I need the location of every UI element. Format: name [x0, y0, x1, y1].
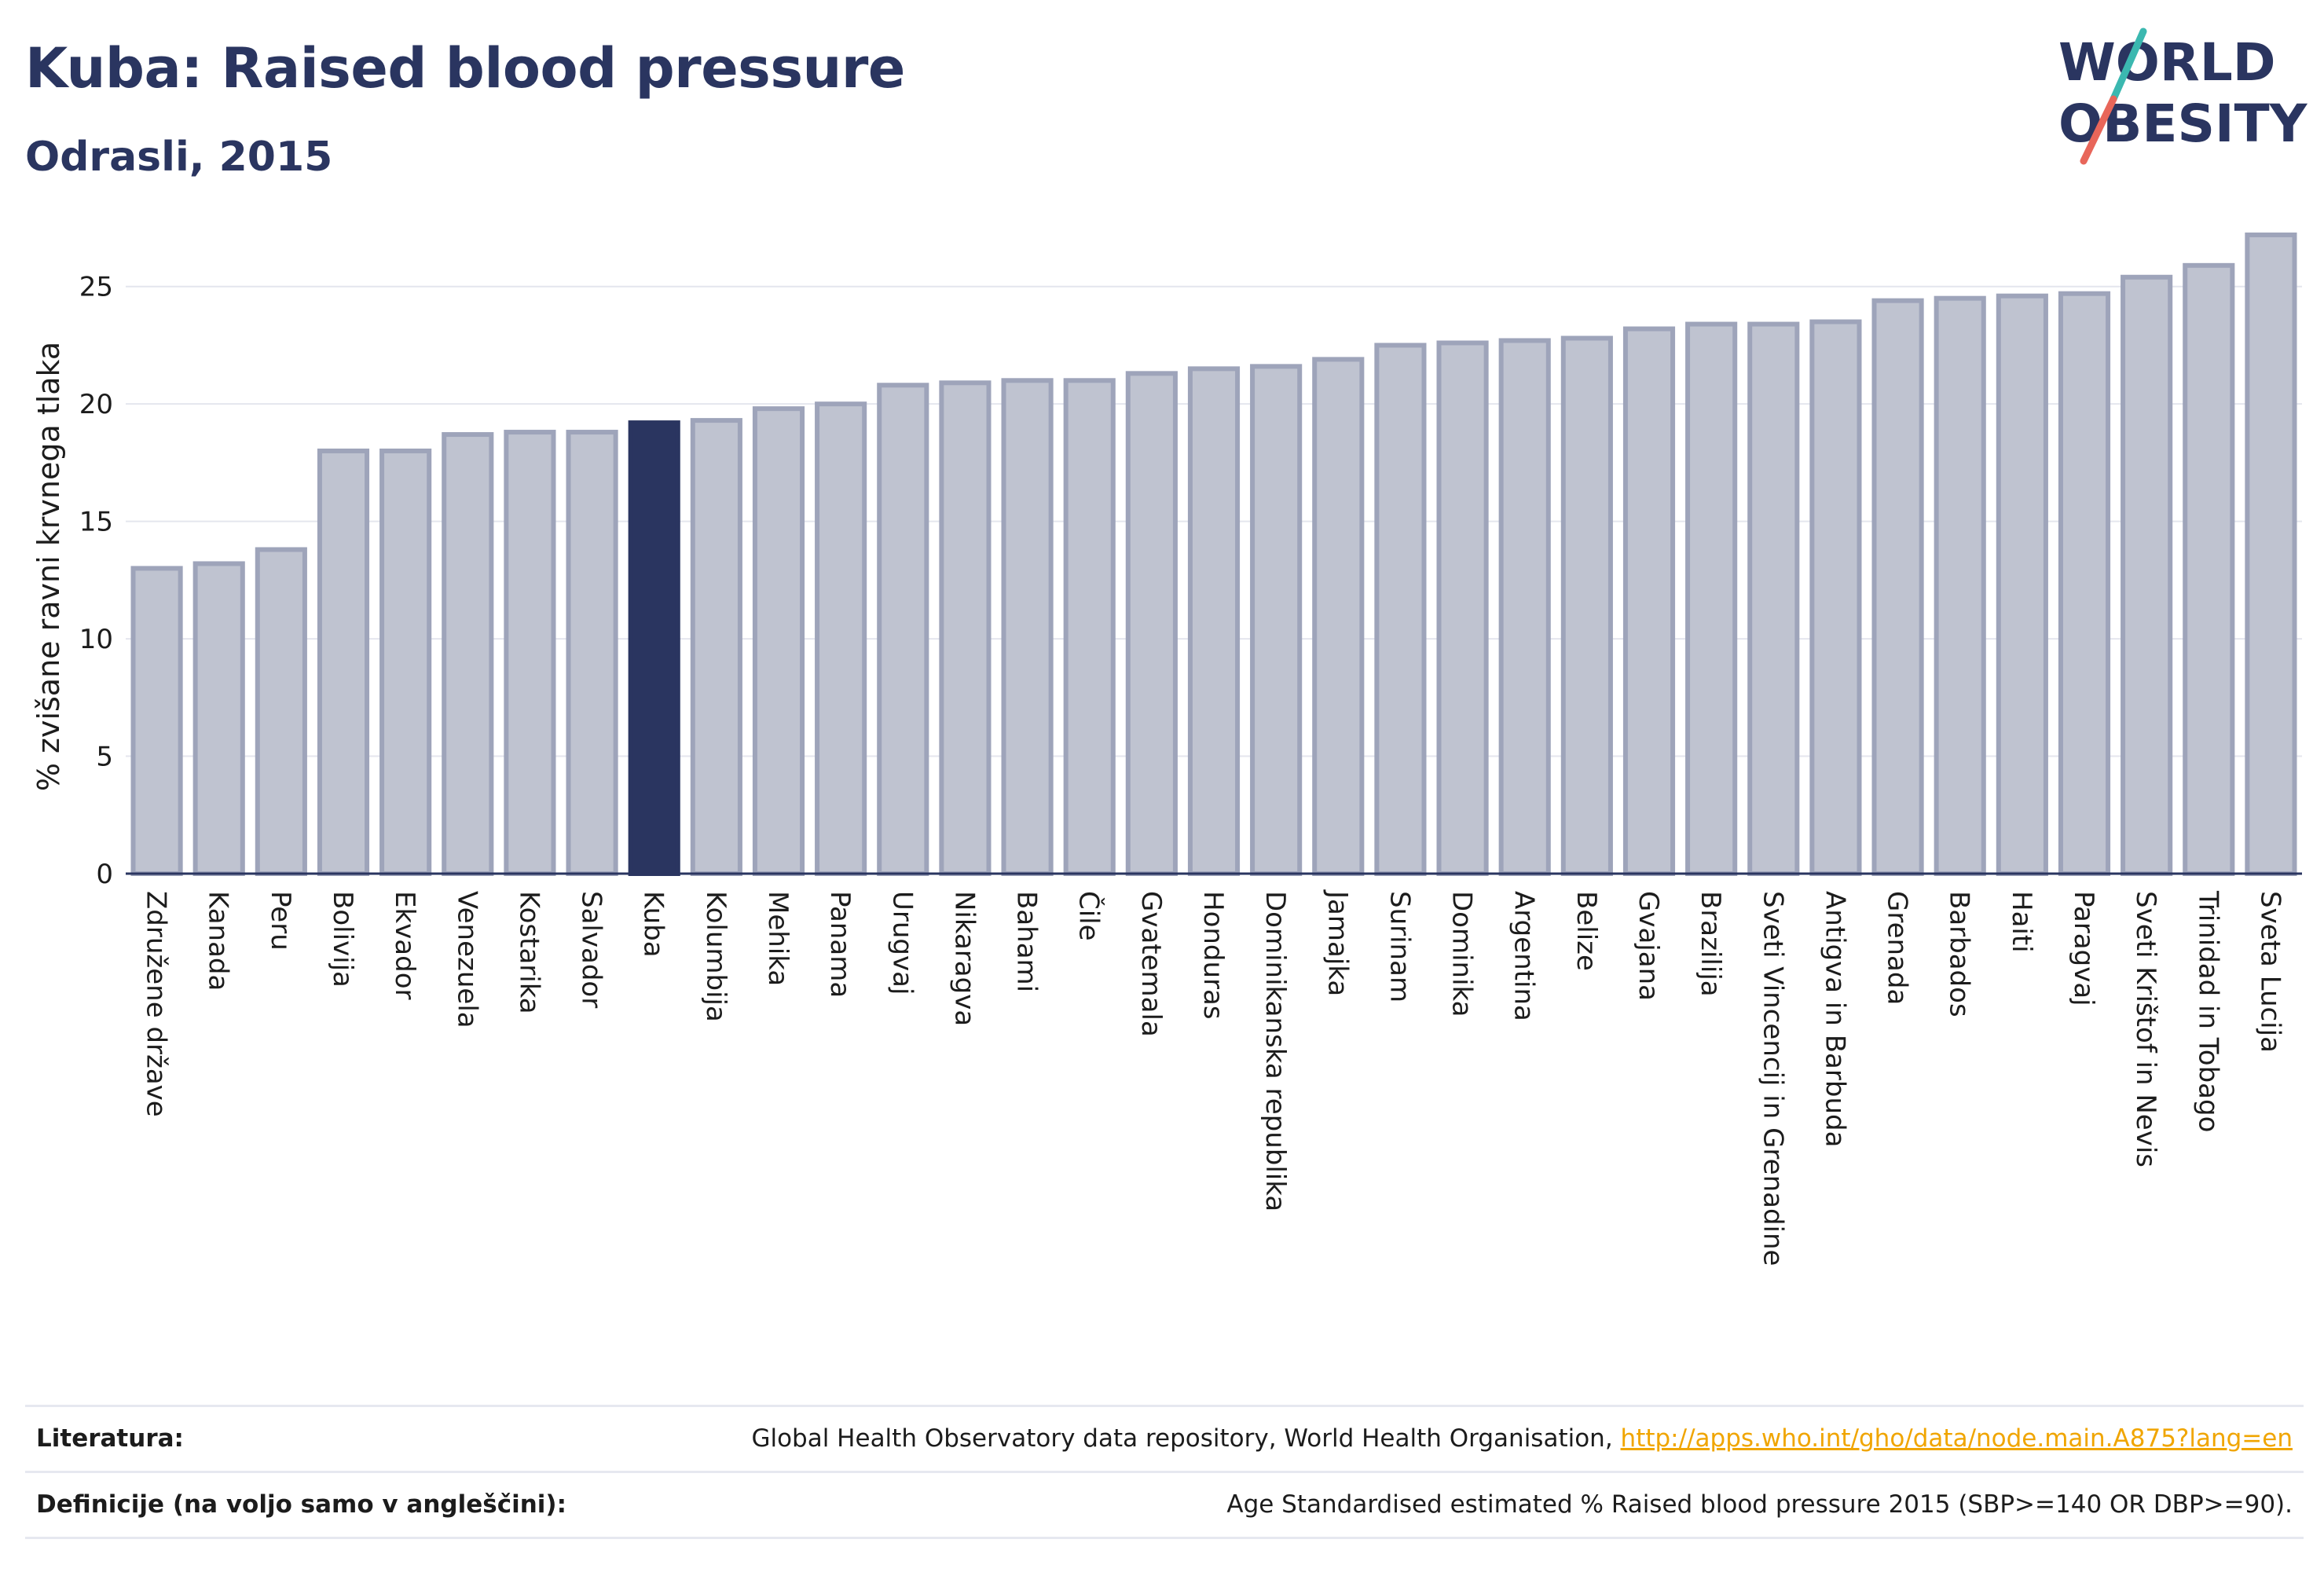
bar-kuba: [628, 420, 680, 876]
literature-label: Literatura:: [36, 1424, 184, 1453]
x-tick-label: Dominikanska republika: [1259, 891, 1291, 1211]
x-tick-label: Sveti Vincencij in Grenadine: [1757, 891, 1788, 1266]
bar-kolumbija: [690, 418, 742, 876]
bar-sveti-krištof-in-nevis: [2121, 274, 2173, 876]
x-tick-label: Nikaragva: [948, 891, 980, 1026]
bar-združene-države: [130, 566, 183, 876]
bar-peru: [255, 547, 307, 876]
y-tick-label: 25: [79, 272, 113, 303]
x-tick-label: Brazilija: [1695, 891, 1726, 997]
bars: [130, 232, 2297, 877]
x-tick-label: Barbados: [1944, 891, 1975, 1017]
bar-surinam: [1374, 343, 1427, 877]
bar-chart: 0 5 10 15 20 25 Združene države Kanada Peru Boli…: [31, 232, 2302, 1266]
x-tick-label: Kuba: [638, 891, 669, 958]
page-subtitle: Odrasli, 2015: [25, 134, 333, 181]
bar-sveti-vincencij-in-grenadine: [1747, 321, 1800, 876]
literature-value: Global Health Observatory data repositor…: [751, 1424, 2304, 1453]
footer-divider: [25, 1537, 2304, 1539]
x-tick-label: Panama: [824, 891, 856, 998]
x-tick-label: Argentina: [1508, 891, 1540, 1021]
bar-ekvador: [379, 448, 432, 876]
bar-salvador: [566, 430, 618, 876]
bar-barbados: [1934, 295, 1986, 876]
bar-bahami: [1001, 378, 1054, 877]
y-tick-label: 15: [79, 507, 113, 538]
x-tick-label: Venezuela: [451, 891, 482, 1028]
x-tick-label: Gvajana: [1633, 891, 1664, 1001]
x-tick-label: Bolivija: [327, 891, 358, 988]
x-tick-label: Grenada: [1882, 891, 1913, 1005]
x-tick-label: Surinam: [1384, 891, 1415, 1002]
x-tick-label: Sveta Lucija: [2254, 891, 2286, 1053]
x-tick-label: Sveti Krištof in Nevis: [2130, 891, 2161, 1167]
x-tick-label: Združene države: [141, 891, 172, 1117]
x-tick-label: Trinidad in Tobago: [2192, 890, 2223, 1132]
bar-belize: [1560, 335, 1613, 877]
x-tick-label: Belize: [1571, 891, 1602, 971]
x-tick-label: Kostarika: [513, 891, 544, 1014]
bar-čile: [1063, 378, 1116, 877]
bar-gvatemala: [1125, 371, 1178, 877]
y-tick-labels: 0 5 10 15 20 25: [79, 272, 113, 890]
footer-literature-row: Literatura: Global Health Observatory da…: [25, 1405, 2304, 1470]
x-tick-label: Honduras: [1197, 891, 1229, 1020]
x-tick-label: Kanada: [203, 891, 234, 991]
bar-mehika: [752, 406, 805, 876]
bar-panama: [815, 401, 867, 876]
bar-jamajka: [1312, 357, 1365, 876]
bar-dominikanska-republika: [1250, 364, 1303, 876]
logo-slash-coral: [2080, 95, 2117, 165]
x-tick-label: Čile: [1073, 891, 1105, 941]
logo-text-world: WORLD: [2058, 32, 2276, 93]
bar-urugvaj: [877, 383, 929, 876]
world-obesity-logo: WORLD OBESITY: [2058, 27, 2308, 165]
y-tick-label: 5: [96, 742, 113, 773]
x-tick-label: Jamajka: [1321, 889, 1353, 996]
bar-honduras: [1187, 366, 1241, 876]
literature-link[interactable]: http://apps.who.int/gho/data/node.main.A…: [1620, 1424, 2293, 1453]
x-tick-label: Urugvaj: [886, 891, 918, 995]
x-tick-label: Gvatemala: [1135, 891, 1167, 1037]
x-tick-label: Peru: [265, 891, 296, 951]
definitions-value: Age Standardised estimated % Raised bloo…: [1226, 1490, 2293, 1519]
x-tick-label: Dominika: [1446, 891, 1478, 1017]
bar-venezuela: [442, 432, 494, 876]
x-tick-label: Antigva in Barbuda: [1819, 891, 1850, 1147]
y-tick-label: 10: [79, 624, 113, 655]
bar-kanada: [192, 561, 245, 876]
bar-antigva-in-barbuda: [1809, 319, 1862, 876]
x-tick-label: Salvador: [576, 891, 607, 1008]
bar-sveta-lucija: [2245, 232, 2297, 876]
bar-gvajana: [1622, 326, 1676, 877]
bar-kostarika: [504, 430, 556, 876]
literature-text: Global Health Observatory data repositor…: [751, 1424, 1621, 1453]
bar-argentina: [1498, 338, 1551, 876]
x-tick-label: Paragvaj: [2068, 891, 2099, 1006]
x-tick-label: Bahami: [1011, 891, 1043, 992]
page-title: Kuba: Raised blood pressure: [25, 36, 905, 101]
bar-paragvaj: [2058, 291, 2111, 877]
footer-definitions-row: Definicije (na voljo samo v angleščini):…: [25, 1471, 2304, 1536]
y-tick-label: 20: [79, 389, 113, 420]
x-tick-label: Mehika: [762, 891, 794, 986]
y-axis-label: % zvišane ravni krvnega tlaka: [31, 342, 66, 791]
logo-slash-teal: [2110, 27, 2147, 103]
x-tick-label: Kolumbija: [700, 891, 731, 1022]
bar-trinidad-in-tobago: [2183, 262, 2235, 876]
bar-grenada: [1871, 298, 1924, 876]
x-tick-label: Haiti: [2006, 891, 2037, 953]
x-tick-label: Ekvador: [389, 891, 420, 1000]
definitions-label: Definicije (na voljo samo v angleščini):: [36, 1490, 566, 1519]
bar-brazilija: [1685, 321, 1738, 876]
y-tick-label: 0: [96, 859, 113, 890]
x-tick-labels: Združene države Kanada Peru Bolivija Ekvador…: [141, 889, 2286, 1266]
bar-dominika: [1436, 340, 1489, 876]
bar-bolivija: [317, 448, 370, 876]
bar-nikaragva: [939, 380, 992, 876]
bar-haiti: [1996, 293, 2048, 876]
